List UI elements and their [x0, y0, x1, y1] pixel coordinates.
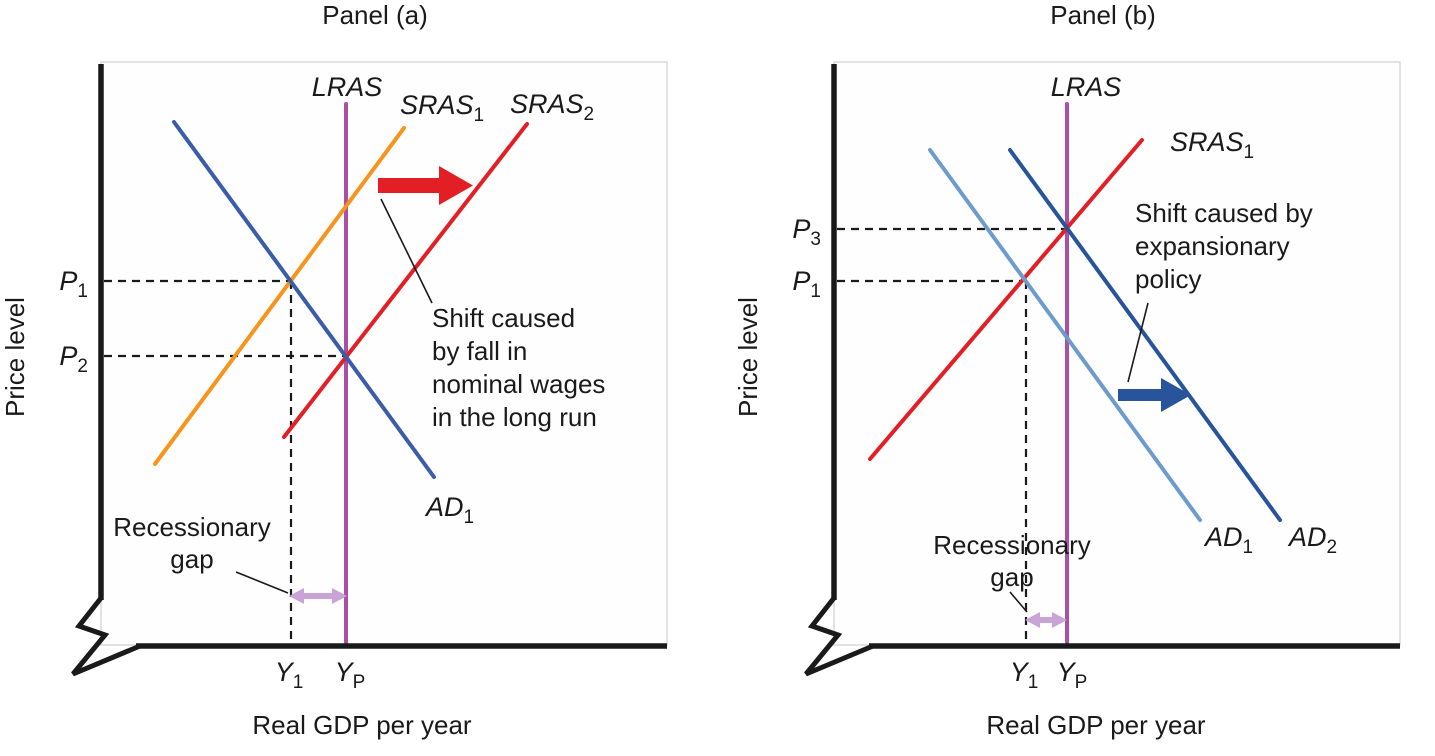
- panel-b-ad2-line: [1008, 148, 1282, 522]
- panel-b-lras-label: LRAS: [1051, 72, 1122, 102]
- panel-a-p1-label: P1: [59, 266, 88, 302]
- panel-b-plot-area: [833, 61, 1401, 646]
- panel-b-sras1-line: [868, 138, 1144, 461]
- panel-b-p1-label: P1: [792, 266, 821, 302]
- panel-b-gap-arrow-right-head: [1052, 612, 1067, 628]
- panel-a-p2-label: P2: [59, 341, 88, 377]
- panel-a-sras2-label-base: SRAS: [510, 89, 584, 119]
- panel-b-y-axis-label: Price level: [733, 297, 763, 417]
- panel-a-sras2-label: SRAS2: [510, 89, 594, 125]
- panel-a-gap-annotation-line-1: Recessionary: [113, 512, 271, 542]
- panel-a-sras1-label-sub: 1: [473, 105, 484, 126]
- panel-b-p3-label-base: P: [792, 214, 810, 244]
- panel-b-ad2-label: AD2: [1287, 522, 1337, 558]
- panel-b-sras1-label-base: SRAS: [1170, 127, 1244, 157]
- panel-a-y1-tick-sub: 1: [293, 672, 304, 693]
- panel-a-p1-label-sub: 1: [77, 281, 88, 302]
- panel-b-ad1-line: [928, 148, 1202, 522]
- panel-b-ad1-label-sub: 1: [1242, 537, 1253, 558]
- panel-a-ad1-label: AD1: [424, 492, 474, 528]
- panel-a-gap-annotation-line-2: gap: [170, 544, 213, 574]
- panel-b-shift-annotation: Shift caused by expansionary policy: [1135, 198, 1313, 294]
- panel-b-x-axis-label: Real GDP per year: [986, 710, 1206, 740]
- panel-a-sras2-line: [282, 122, 529, 439]
- panel-b-gap-annotation-line-2: gap: [990, 562, 1033, 592]
- panel-a-x-axis-label: Real GDP per year: [252, 710, 472, 740]
- panel-a-ad1-label-sub: 1: [463, 507, 474, 528]
- panel-a-sras2-label-sub: 2: [583, 104, 594, 125]
- panel-b-yp-tick-base: Y: [1057, 657, 1077, 687]
- panel-a-yp-tick-label: YP: [335, 657, 366, 693]
- panel-a-plot-area: [100, 61, 668, 646]
- panel-b-gap-pointer-line: [1009, 591, 1028, 613]
- panel-a-gap-double-arrow-icon: [289, 588, 347, 604]
- panel-b-shift-right-arrow-icon: [1118, 378, 1191, 412]
- panel-a-lras-label: LRAS: [312, 72, 383, 102]
- panel-b-shift-pointer-line: [1127, 302, 1149, 383]
- panel-a-p1-label-base: P: [59, 266, 77, 296]
- panel-b-gap-arrow-left-head: [1025, 612, 1040, 628]
- panel-a-sras1-line: [153, 126, 406, 466]
- panel-a-sras1-label-base: SRAS: [400, 90, 474, 120]
- panel-b-shift-annotation-line-1: Shift caused by: [1135, 198, 1313, 228]
- panel-a-shift-right-arrow-icon: [378, 166, 473, 205]
- panel-b-axis-break-icon: [804, 596, 874, 677]
- panel-b-title: Panel (b): [1050, 0, 1156, 30]
- panel-a-y-axis-label: Price level: [0, 297, 30, 417]
- panel-b-y1-tick-label: Y1: [1010, 657, 1039, 693]
- panel-a-title: Panel (a): [322, 0, 428, 30]
- panel-b-gap-double-arrow-icon: [1025, 612, 1067, 628]
- panel-b-y1-tick-sub: 1: [1028, 672, 1039, 693]
- panel-a-gap-arrow-left-head: [289, 588, 304, 604]
- panel-b-sras1-label-sub: 1: [1243, 142, 1254, 163]
- panel-a-gap-pointer-line: [235, 571, 289, 594]
- panel-a-gap-annotation: Recessionary gap: [113, 512, 271, 574]
- panel-a-shift-annotation-line-4: in the long run: [432, 402, 597, 432]
- panel-b-gap-annotation: Recessionary gap: [933, 530, 1091, 592]
- panel-b-y1-tick-base: Y: [1010, 657, 1030, 687]
- panel-b-ad2-label-sub: 2: [1326, 537, 1337, 558]
- panel-a-ad1-line: [172, 120, 436, 479]
- panel-b: Panel (b) Price level Real GDP per year …: [733, 0, 1401, 740]
- panel-a-y1-tick-label: Y1: [275, 657, 304, 693]
- panel-b-p1-label-sub: 1: [810, 281, 821, 302]
- panel-a-gap-arrow-right-head: [332, 588, 347, 604]
- panel-a-sras1-label: SRAS1: [400, 90, 484, 126]
- panel-b-p3-label-sub: 3: [810, 229, 821, 250]
- panel-a-shift-annotation-line-2: by fall in: [432, 336, 527, 366]
- panel-a: Panel (a) Price level Real GDP per year …: [0, 0, 668, 740]
- panel-a-yp-tick-sub: P: [353, 672, 366, 693]
- panel-a-p2-label-base: P: [59, 341, 77, 371]
- panel-a-p2-label-sub: 2: [77, 356, 88, 377]
- panel-a-yp-tick-base: Y: [335, 657, 355, 687]
- panel-b-p3-label: P3: [792, 214, 821, 250]
- panel-b-gap-annotation-line-1: Recessionary: [933, 530, 1091, 560]
- panel-b-ad1-label-base: AD: [1203, 522, 1243, 552]
- panel-a-ad1-label-base: AD: [424, 492, 464, 522]
- panel-b-shift-annotation-line-2: expansionary: [1135, 231, 1290, 261]
- panel-a-shift-annotation-line-3: nominal wages: [432, 369, 605, 399]
- panel-a-shift-pointer-line: [380, 198, 433, 304]
- panel-b-ad2-label-base: AD: [1287, 522, 1327, 552]
- panel-b-p1-label-base: P: [792, 266, 810, 296]
- panel-a-shift-annotation-line-1: Shift caused: [432, 303, 575, 333]
- panel-a-axis-break-icon: [71, 596, 141, 677]
- panel-b-yp-tick-label: YP: [1057, 657, 1088, 693]
- panel-a-y1-tick-base: Y: [275, 657, 295, 687]
- panel-b-ad1-label: AD1: [1203, 522, 1253, 558]
- panel-b-shift-annotation-line-3: policy: [1135, 264, 1201, 294]
- panel-b-yp-tick-sub: P: [1075, 672, 1088, 693]
- panel-a-shift-annotation: Shift caused by fall in nominal wages in…: [432, 303, 605, 432]
- panel-b-sras1-label: SRAS1: [1170, 127, 1254, 163]
